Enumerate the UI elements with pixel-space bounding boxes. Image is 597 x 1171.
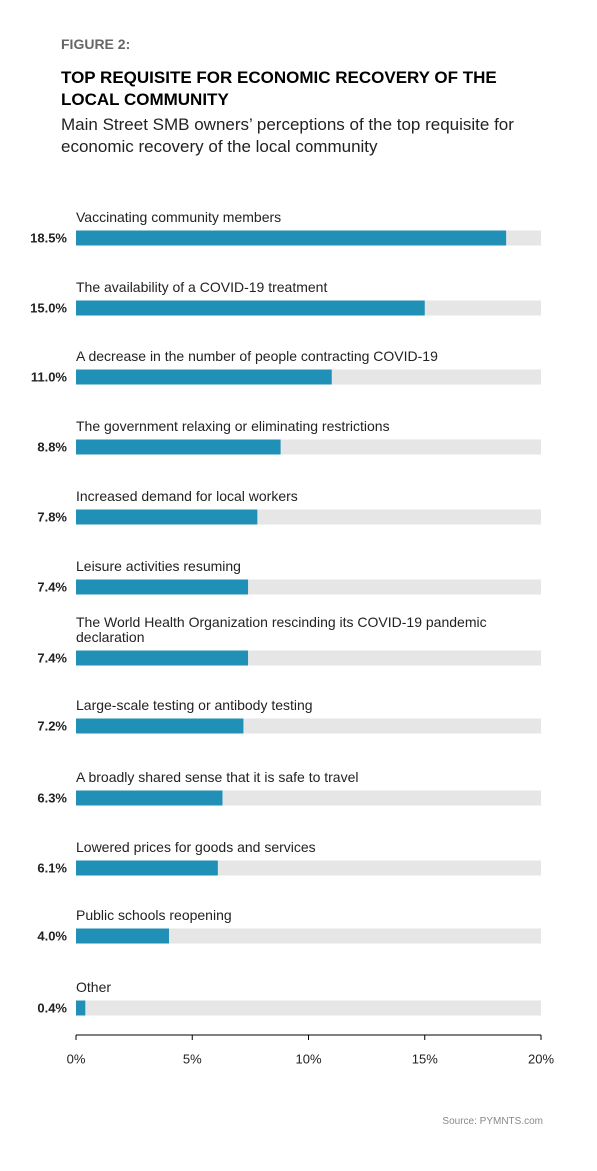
bar	[76, 860, 218, 876]
category-label: Vaccinating community members	[76, 209, 282, 225]
bar	[76, 928, 169, 944]
chart-subtitle: Main Street SMB owners’ perceptions of t…	[61, 115, 514, 156]
value-label: 4.0%	[37, 928, 67, 943]
bar	[76, 230, 507, 246]
value-label: 0.4%	[37, 1000, 67, 1015]
category-label: A decrease in the number of people contr…	[76, 348, 438, 364]
x-tick-label: 15%	[412, 1051, 438, 1066]
bar	[76, 369, 332, 385]
category-label: Increased demand for local workers	[76, 488, 298, 504]
chart-title: TOP REQUISITE FOR ECONOMIC RECOVERY OF T…	[61, 68, 497, 109]
category-label: A broadly shared sense that it is safe t…	[76, 769, 359, 785]
bar	[76, 439, 281, 455]
value-label: 7.2%	[37, 718, 67, 733]
category-label: The World Health Organization rescinding…	[76, 614, 487, 645]
source: Source: PYMNTS.com	[442, 1116, 543, 1127]
value-label: 8.8%	[37, 439, 67, 454]
bar	[76, 650, 249, 666]
category-label: Lowered prices for goods and services	[76, 839, 316, 855]
bar	[76, 509, 258, 525]
category-label: The government relaxing or eliminating r…	[76, 418, 390, 434]
x-tick-label: 0%	[67, 1051, 86, 1066]
value-label: 6.3%	[37, 790, 67, 805]
bar-track	[76, 928, 541, 944]
value-label: 11.0%	[31, 369, 68, 384]
category-label: Leisure activities resuming	[76, 558, 241, 574]
value-label: 15.0%	[30, 300, 67, 315]
category-label: Large-scale testing or antibody testing	[76, 697, 313, 713]
figure-label: FIGURE 2:	[61, 36, 131, 52]
value-label: 7.4%	[37, 579, 67, 594]
bar	[76, 790, 223, 806]
category-label: The availability of a COVID-19 treatment	[76, 279, 328, 295]
value-label: 7.4%	[37, 650, 67, 665]
value-label: 18.5%	[30, 230, 67, 245]
category-label: Public schools reopening	[76, 907, 232, 923]
bar	[76, 1000, 86, 1016]
bar	[76, 718, 244, 734]
value-label: 7.8%	[37, 509, 67, 524]
x-tick-label: 20%	[528, 1051, 554, 1066]
x-tick-label: 5%	[183, 1051, 202, 1066]
bar	[76, 579, 249, 595]
x-tick-label: 10%	[295, 1051, 321, 1066]
category-label: Other	[76, 979, 112, 995]
bar-track	[76, 1000, 541, 1016]
bar	[76, 300, 425, 316]
value-label: 6.1%	[37, 860, 67, 875]
